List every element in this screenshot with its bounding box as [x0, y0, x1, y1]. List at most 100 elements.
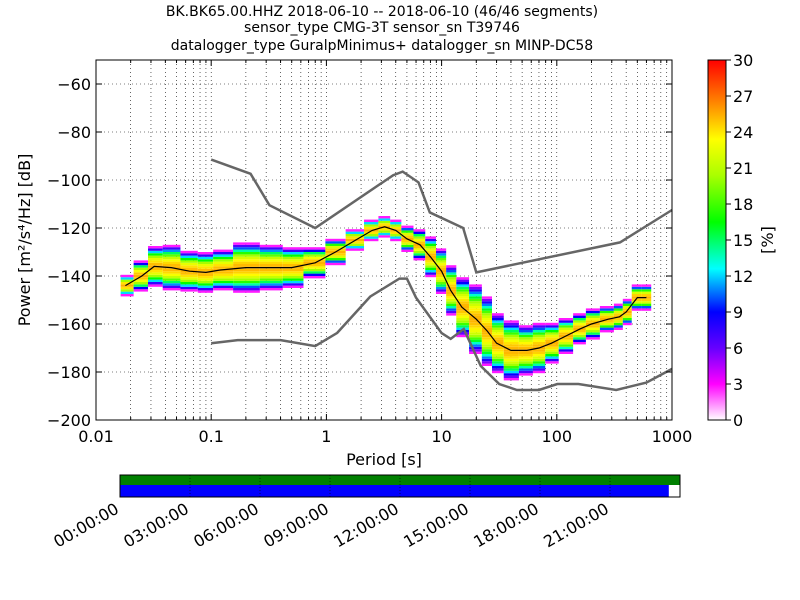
- heatmap-cell: [573, 313, 586, 316]
- heatmap-cell: [456, 318, 470, 321]
- heatmap-cell: [456, 310, 470, 314]
- heatmap-cell: [259, 288, 283, 291]
- heatmap-cell: [197, 254, 214, 257]
- heatmap-cell: [133, 265, 149, 268]
- heatmap-cell: [345, 241, 365, 244]
- heatmap-cell: [518, 334, 533, 338]
- heatmap-cell: [532, 370, 546, 374]
- heatmap-cell: [213, 288, 234, 291]
- heatmap-cell: [303, 271, 326, 274]
- heatmap-cell: [133, 289, 149, 292]
- heatmap-cell: [390, 238, 402, 242]
- heatmap-cell: [456, 291, 470, 294]
- heatmap-cell: [446, 284, 457, 287]
- timeline-label: 09:00:00: [260, 499, 332, 551]
- heatmap-cell: [325, 260, 346, 263]
- heatmap-cell: [503, 339, 519, 342]
- heatmap-cell: [558, 342, 574, 345]
- heatmap-cell: [233, 261, 260, 264]
- heatmap-cell: [401, 249, 414, 252]
- heatmap-cell: [233, 278, 260, 281]
- heatmap-cell: [162, 280, 181, 284]
- heatmap-cell: [641, 306, 652, 309]
- heatmap-cell: [133, 284, 149, 287]
- heatmap-cell: [532, 344, 546, 347]
- heatmap-cell: [573, 332, 586, 335]
- heatmap-cell: [120, 282, 134, 285]
- heatmap-cell: [213, 283, 234, 286]
- heatmap-cell: [532, 337, 546, 340]
- heatmap-cell: [162, 273, 181, 276]
- timeline-label: 18:00:00: [470, 499, 542, 551]
- heatmap-cell: [197, 273, 214, 276]
- heatmap-cell: [599, 315, 614, 318]
- heatmap-cell: [425, 262, 437, 266]
- heatmap-cell: [481, 318, 493, 321]
- heatmap-cell: [492, 313, 504, 316]
- heatmap-cell: [585, 334, 600, 338]
- heatmap-cell: [481, 301, 493, 304]
- heatmap-cell: [532, 361, 546, 364]
- heatmap-cell: [162, 278, 181, 281]
- heatmap-cell: [492, 358, 504, 362]
- heatmap-cell: [133, 260, 149, 263]
- heatmap-cell: [503, 334, 519, 338]
- colorbar-tick-label: 21: [733, 159, 753, 178]
- heatmap-cell: [282, 273, 304, 276]
- heatmap-cell: [180, 279, 198, 282]
- heatmap-cell: [213, 276, 234, 279]
- heatmap-cell: [364, 238, 379, 242]
- x-tick-label: 1000: [652, 427, 693, 446]
- heatmap-cell: [436, 284, 447, 287]
- heatmap-cell: [545, 346, 559, 350]
- heatmap-cell: [148, 279, 163, 282]
- colorbar-gradient: [707, 59, 727, 421]
- heatmap-cell: [197, 278, 214, 281]
- heatmap-cell: [162, 261, 181, 264]
- heatmap-cell: [481, 354, 493, 357]
- heatmap-cell: [390, 226, 402, 230]
- heatmap-cell: [390, 236, 402, 239]
- heatmap-cell: [436, 258, 447, 261]
- heatmap-cell: [197, 280, 214, 284]
- heatmap-cell: [197, 266, 214, 269]
- heatmap-cell: [631, 284, 642, 287]
- heatmap-cell: [345, 231, 365, 234]
- y-tick-label: −200: [47, 411, 91, 430]
- heatmap-cell: [378, 218, 391, 221]
- heatmap-cell: [197, 252, 214, 255]
- psd-heatmap: [120, 216, 652, 381]
- heatmap-cell: [503, 342, 519, 345]
- heatmap-cell: [481, 310, 493, 314]
- heatmap-cell: [259, 252, 283, 255]
- colorbar-tick-label: 27: [733, 87, 753, 106]
- heatmap-cell: [599, 322, 614, 326]
- heatmap-cell: [378, 232, 391, 236]
- heatmap-cell: [481, 327, 493, 330]
- heatmap-cell: [303, 266, 326, 269]
- heatmap-cell: [233, 247, 260, 250]
- heatmap-cell: [481, 315, 493, 318]
- heatmap-cell: [469, 342, 482, 345]
- heatmap-cell: [425, 238, 437, 242]
- heatmap-cell: [162, 268, 181, 272]
- heatmap-cell: [481, 322, 493, 326]
- heatmap-cell: [492, 363, 504, 366]
- coverage-bar-top: [120, 475, 680, 485]
- heatmap-cell: [148, 255, 163, 258]
- heatmap-cell: [631, 303, 642, 306]
- heatmap-cell: [413, 236, 426, 239]
- heatmap-cell: [518, 337, 533, 340]
- heatmap-cell: [413, 253, 426, 256]
- y-tick-label: −120: [47, 219, 91, 238]
- heatmap-cell: [545, 358, 559, 362]
- heatmap-cell: [613, 310, 623, 314]
- heatmap-cell: [133, 277, 149, 280]
- colorbar-tick-label: 18: [733, 195, 753, 214]
- heatmap-cell: [446, 291, 457, 294]
- heatmap-cell: [573, 337, 586, 340]
- x-axis-label: Period [s]: [346, 450, 422, 469]
- heatmap-cell: [364, 226, 379, 230]
